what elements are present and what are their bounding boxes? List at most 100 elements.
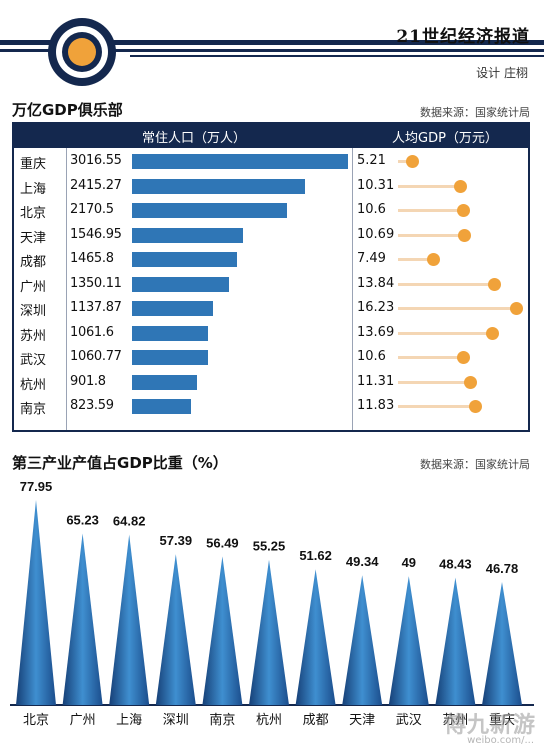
gdp-lollipop-stick [398, 209, 463, 212]
x-tick-label: 北京 [22, 713, 49, 728]
section2-title: 第三产业产值占GDP比重（%） [12, 454, 228, 472]
city-label: 天津 [20, 230, 47, 246]
gdp-lollipop-stick [398, 184, 461, 188]
triangle-bar [62, 533, 103, 705]
publication-title: 21世纪经济报道 [396, 27, 530, 47]
table-row: 深圳 1137.87 16.23 [14, 297, 528, 321]
x-tick-label: 苏州 [442, 713, 469, 728]
population-value: 823.59 [70, 398, 114, 413]
gdp-lollipop-stick [398, 380, 470, 384]
value-label: 48.43 [439, 557, 472, 572]
tertiary-share-chart: 77.95 65.23 64.82 57.39 56.49 55.25 51.62 49.34… [10, 479, 534, 706]
population-value: 1465.8 [70, 251, 114, 266]
city-label: 深圳 [20, 304, 47, 319]
city-label: 杭州 [20, 377, 47, 393]
x-tick-label: 武汉 [395, 713, 422, 728]
triangle-bar [295, 569, 336, 705]
value-label: 64.82 [113, 514, 146, 529]
header-banner: 21世纪经济报道 设计 庄栩 [0, 0, 544, 95]
population-bar [132, 325, 209, 341]
gdp-per-capita-value: 11.83 [357, 398, 395, 413]
city-label: 成都 [20, 255, 47, 270]
triangle-bar [155, 554, 196, 705]
triangle-bar [388, 576, 429, 705]
table-row: 重庆 3016.55 5.21 [14, 150, 528, 174]
gdp-lollipop-stick [398, 233, 464, 237]
triangle-bar [16, 500, 56, 705]
population-value: 1546.95 [70, 226, 122, 242]
table-header: 常住人口（万人） 人均GDP（万元） [14, 124, 528, 148]
population-bar [132, 252, 237, 267]
population-column-header: 常住人口（万人） [142, 131, 247, 146]
population-bar [132, 203, 288, 218]
x-tick-label: 杭州 [255, 713, 282, 728]
table-row: 天津 1546.95 10.69 [14, 224, 528, 248]
value-label: 49 [402, 555, 416, 570]
gdp-column-header: 人均GDP（万元） [392, 131, 498, 146]
city-label: 苏州 [20, 328, 47, 344]
population-value: 1350.11 [70, 275, 122, 291]
table-row: 南京 823.59 11.83 [14, 395, 528, 419]
section2-source: 数据来源：国家统计局 [420, 458, 530, 471]
population-bar [132, 154, 348, 169]
population-value: 1137.87 [70, 300, 122, 315]
population-bar [132, 178, 305, 194]
gdp-per-capita-value: 10.6 [357, 202, 386, 217]
value-label: 51.62 [299, 548, 332, 563]
gdp-per-capita-value: 10.31 [357, 177, 395, 193]
gdp-lollipop-stick [398, 258, 434, 261]
table-row: 成都 1465.8 7.49 [14, 248, 528, 272]
gdp-per-capita-value: 13.84 [357, 275, 395, 291]
city-label: 重庆 [20, 157, 47, 172]
value-label: 46.78 [486, 561, 519, 576]
section-divider [352, 148, 353, 430]
city-label: 广州 [20, 279, 47, 295]
city-label: 上海 [20, 181, 47, 197]
value-label: 56.49 [206, 535, 239, 550]
gdp-lollipop-dot [457, 228, 471, 242]
gdp-lollipop-dot [468, 400, 482, 413]
triangle-bar [109, 534, 150, 705]
x-tick-label: 南京 [209, 713, 236, 728]
value-label: 49.34 [346, 554, 379, 569]
value-label: 65.23 [66, 512, 99, 527]
x-tick-label: 天津 [349, 713, 376, 728]
header-logo-graphic [0, 18, 544, 86]
gdp-per-capita-value: 7.49 [357, 251, 386, 266]
gdp-lollipop-dot [487, 277, 501, 291]
population-value: 2170.5 [70, 202, 114, 217]
city-label: 武汉 [20, 353, 47, 368]
tertiary-share-x-labels: 北京 广州 上海 深圳 南京 杭州 成都 天津 武汉 苏州 重庆 [0, 709, 544, 731]
gdp-lollipop-stick [398, 160, 412, 163]
gdp-lollipop-stick [398, 307, 517, 310]
population-value: 901.8 [70, 373, 106, 389]
gdp-lollipop-dot [463, 375, 477, 389]
population-value: 1061.6 [70, 324, 114, 340]
gdp-lollipop-dot [405, 155, 419, 168]
gdp-per-capita-value: 13.69 [357, 324, 395, 340]
city-label: 北京 [20, 206, 47, 221]
gdp-lollipop-dot [486, 326, 500, 340]
population-value: 2415.27 [70, 177, 122, 193]
table-row: 广州 1350.11 13.84 [14, 273, 528, 297]
gdp-lollipop-dot [510, 302, 524, 315]
gdp-per-capita-value: 10.6 [357, 349, 386, 364]
population-value: 1060.77 [70, 349, 122, 364]
section1-title: 万亿GDP俱乐部 [12, 101, 123, 119]
gdp-lollipop-stick [398, 405, 475, 408]
x-tick-label: 广州 [69, 713, 96, 728]
x-tick-label: 深圳 [162, 713, 189, 728]
gdp-lollipop-dot [456, 351, 470, 364]
gdp-per-capita-value: 5.21 [357, 153, 386, 168]
triangle-bar [482, 581, 522, 705]
value-label: 77.95 [20, 479, 53, 494]
designer-credit: 设计 庄栩 [476, 66, 528, 80]
city-label: 南京 [20, 402, 47, 417]
value-label: 55.25 [253, 539, 286, 554]
table-row: 北京 2170.5 10.6 [14, 199, 528, 223]
gdp-lollipop-stick [398, 331, 493, 335]
watermark-url: weibo.com/... [467, 735, 534, 746]
gdp-lollipop-stick [398, 282, 494, 286]
population-value: 3016.55 [70, 153, 122, 168]
gdp-per-capita-value: 10.69 [357, 226, 395, 242]
